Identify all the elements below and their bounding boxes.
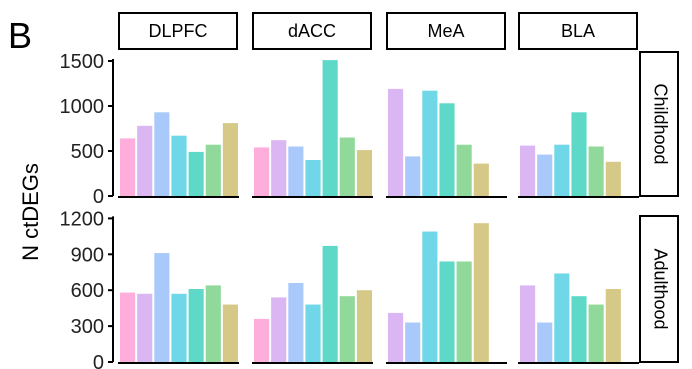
bar-childhood-dlpfc-3 [154,112,170,196]
bar-childhood-mea-1 [388,88,404,196]
bar-adulthood-dacc-1 [254,318,270,362]
row-strip-childhood [639,51,679,197]
column-strip-mea [386,12,506,50]
bar-adulthood-dlpfc-7 [222,304,238,362]
bar-adulthood-mea-5 [456,261,472,362]
y-axis-label: N ctDEGs [18,163,43,261]
bar-adulthood-bla-4 [571,296,587,362]
x-axis-lines [118,196,639,364]
bar-adulthood-dacc-4 [305,304,321,362]
bar-adulthood-dlpfc-1 [120,292,136,362]
column-strip-dacc [252,12,372,50]
bar-adulthood-dlpfc-4 [171,293,187,362]
y-tick-label: 0 [93,186,104,208]
bar-childhood-dlpfc-5 [188,151,204,196]
bar-childhood-dlpfc-1 [120,138,136,196]
column-strip-label: MeA [427,21,464,41]
y-tick-label: 1000 [60,96,105,118]
bar-adulthood-mea-2 [405,322,421,362]
bar-childhood-mea-2 [405,156,421,196]
bar-childhood-mea-4 [439,103,455,196]
bar-childhood-dlpfc-4 [171,135,187,196]
bar-childhood-dacc-6 [339,137,355,196]
bar-childhood-mea-3 [422,90,438,196]
column-strip-label: BLA [561,21,595,41]
bar-adulthood-dacc-6 [339,296,355,362]
bar-adulthood-bla-1 [520,285,536,362]
column-strip-label: DLPFC [148,21,207,41]
y-tick-label: 1200 [60,208,105,230]
bar-childhood-bla-6 [605,161,621,196]
bar-adulthood-bla-6 [605,289,621,362]
bar-adulthood-dacc-3 [288,283,304,362]
y-axes: 0 500 1000 1500 0 300 600 900 1200 [60,51,114,369]
bar-adulthood-mea-4 [439,261,455,362]
row-strips: Childhood Adulthood [639,51,679,363]
column-strip-bla [518,12,638,50]
bar-adulthood-bla-5 [588,304,604,362]
y-tick-label: 300 [71,316,104,338]
y-tick-label: 0 [93,352,104,369]
bar-childhood-dlpfc-2 [137,125,153,196]
bar-childhood-mea-5 [456,144,472,196]
bar-childhood-dlpfc-6 [205,144,221,196]
bar-childhood-bla-4 [571,112,587,196]
bar-adulthood-mea-1 [388,312,404,362]
row-strip-adulthood [639,215,679,363]
bar-adulthood-dacc-5 [322,245,338,362]
bar-adulthood-bla-2 [537,322,553,362]
bar-adulthood-mea-6 [473,223,489,362]
bar-childhood-dacc-1 [254,147,270,196]
bars-layer [120,60,621,362]
column-strip-label: dACC [288,21,336,41]
bar-childhood-mea-6 [473,163,489,196]
bar-childhood-dacc-3 [288,146,304,196]
bar-childhood-dacc-2 [271,140,287,196]
row-strip-label: Adulthood [650,248,670,329]
y-tick-label: 1500 [60,51,105,73]
bar-childhood-dlpfc-7 [222,123,238,196]
bar-childhood-bla-5 [588,146,604,196]
bar-childhood-dacc-5 [322,60,338,196]
y-tick-label: 600 [71,280,104,302]
bar-adulthood-dlpfc-2 [137,293,153,362]
y-tick-label: 500 [71,141,104,163]
bar-adulthood-dacc-2 [271,297,287,362]
bar-adulthood-dlpfc-6 [205,285,221,362]
bar-childhood-dacc-4 [305,160,321,196]
bar-childhood-dacc-7 [356,150,372,196]
y-tick-label: 900 [71,244,104,266]
row-strip-label: Childhood [650,83,670,164]
bar-childhood-bla-1 [520,145,536,196]
column-strips: DLPFC dACC MeA BLA [118,12,638,50]
panel-letter: B [8,15,32,56]
column-strip-dlpfc [118,12,238,50]
bar-childhood-bla-3 [554,144,570,196]
bar-childhood-bla-2 [537,154,553,196]
bar-adulthood-dacc-7 [356,290,372,362]
bar-adulthood-dlpfc-5 [188,289,204,362]
bar-adulthood-dlpfc-3 [154,253,170,362]
bar-adulthood-mea-3 [422,231,438,362]
bar-adulthood-bla-3 [554,273,570,362]
